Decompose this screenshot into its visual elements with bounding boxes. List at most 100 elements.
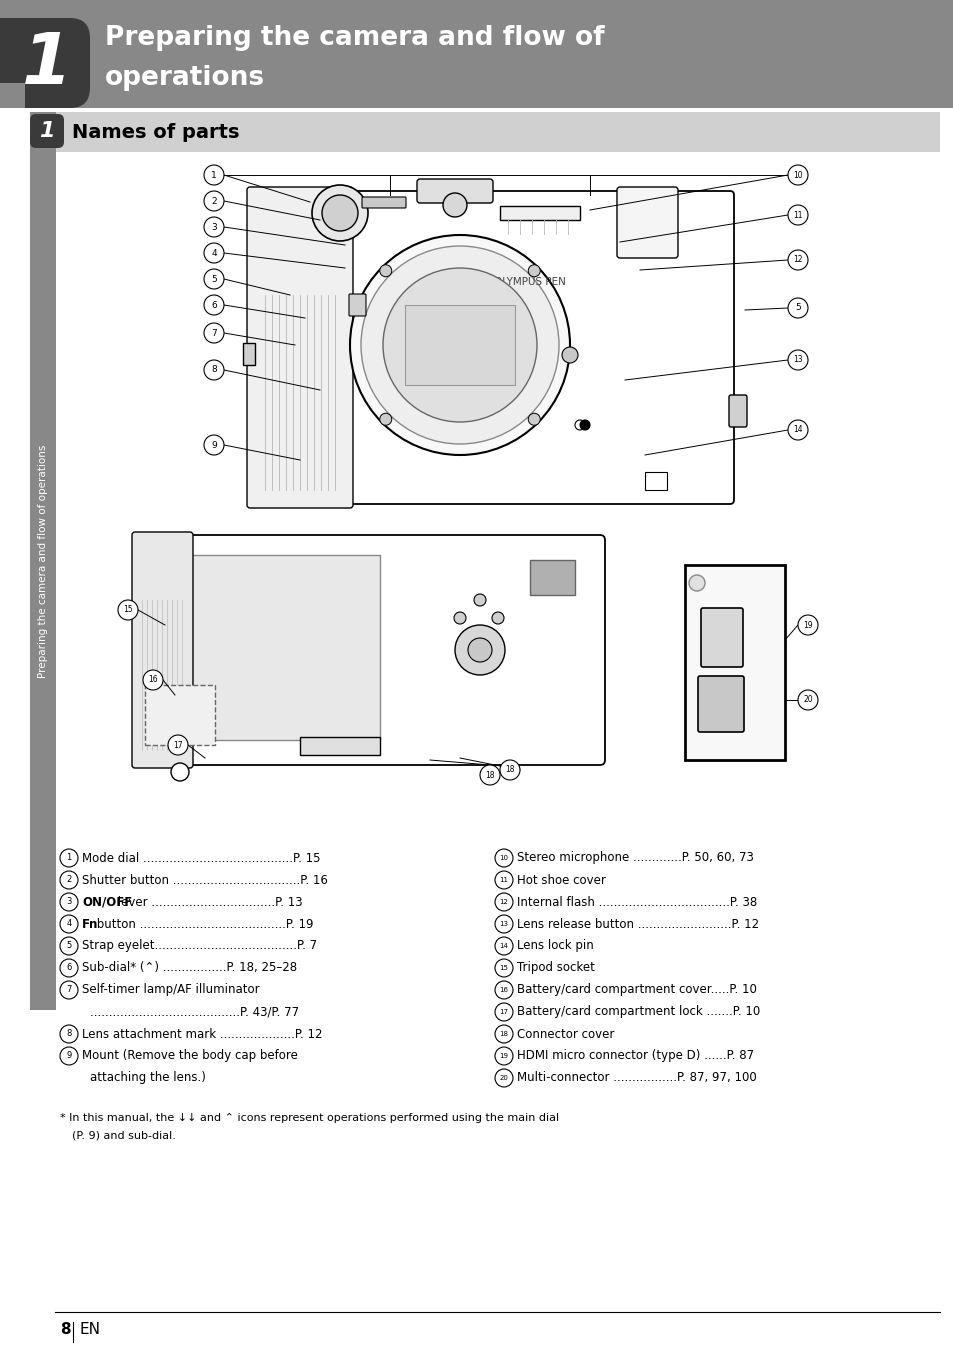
Text: (P. 9) and sub-dial.: (P. 9) and sub-dial. [71,1130,175,1141]
Circle shape [787,166,807,185]
Text: 20: 20 [802,696,812,704]
Text: 14: 14 [792,426,802,434]
Text: 20: 20 [499,1075,508,1082]
Circle shape [143,670,163,689]
Circle shape [60,959,78,977]
Circle shape [495,893,513,911]
Text: 1: 1 [211,171,216,179]
Circle shape [495,915,513,934]
Text: 8: 8 [211,365,216,375]
Bar [684,565,784,760]
Text: 14: 14 [499,943,508,949]
Circle shape [60,1048,78,1065]
Circle shape [442,193,467,217]
Text: 13: 13 [499,921,508,927]
Circle shape [322,195,357,231]
Bar [530,560,575,594]
Circle shape [350,235,569,455]
Circle shape [382,267,537,422]
Circle shape [495,1069,513,1087]
Text: Names of parts: Names of parts [71,122,239,141]
Circle shape [454,612,465,624]
Text: 1: 1 [22,30,71,99]
Circle shape [495,1003,513,1020]
Circle shape [688,575,704,592]
FancyBboxPatch shape [251,191,733,503]
Text: 9: 9 [67,1052,71,1061]
FancyBboxPatch shape [0,18,90,109]
Circle shape [797,615,817,635]
Text: 12: 12 [499,898,508,905]
Circle shape [495,1025,513,1044]
Bar [243,343,254,365]
FancyBboxPatch shape [132,532,193,768]
Text: Multi-connector .................P. 87, 97, 100: Multi-connector .................P. 87, … [517,1072,756,1084]
Text: Stereo microphone .............P. 50, 60, 73: Stereo microphone .............P. 50, 60… [517,851,753,864]
Text: Preparing the camera and flow of operations: Preparing the camera and flow of operati… [38,444,48,677]
Text: Self-timer lamp/AF illuminator: Self-timer lamp/AF illuminator [82,984,259,996]
FancyBboxPatch shape [416,179,493,204]
Circle shape [474,594,485,607]
Text: 15: 15 [123,605,132,615]
FancyBboxPatch shape [135,535,604,765]
Text: 1: 1 [67,854,71,863]
Circle shape [787,299,807,318]
Circle shape [204,323,224,343]
Circle shape [787,205,807,225]
Circle shape [60,849,78,867]
Text: Lens release button .........................P. 12: Lens release button ....................… [517,917,759,931]
Text: 19: 19 [499,1053,508,1058]
Circle shape [204,360,224,380]
FancyBboxPatch shape [247,187,353,508]
Text: EN: EN [80,1323,101,1338]
Text: 19: 19 [802,620,812,630]
Circle shape [204,294,224,315]
Text: 6: 6 [67,963,71,973]
Text: 10: 10 [792,171,802,179]
FancyBboxPatch shape [617,187,678,258]
FancyBboxPatch shape [361,197,406,208]
Circle shape [204,269,224,289]
Bar [299,737,379,754]
Circle shape [528,414,539,425]
Text: 18: 18 [499,1031,508,1037]
FancyBboxPatch shape [698,676,743,731]
Circle shape [495,981,513,999]
Text: 8: 8 [60,1323,71,1338]
Circle shape [60,871,78,889]
Text: 17: 17 [173,741,183,749]
Bar [0,18,25,43]
Circle shape [60,915,78,934]
Text: Battery/card compartment lock .......P. 10: Battery/card compartment lock .......P. … [517,1006,760,1019]
Circle shape [171,763,189,782]
Text: 2: 2 [67,875,71,885]
Text: button .......................................P. 19: button .................................… [92,917,313,931]
Text: 7: 7 [211,328,216,338]
Text: Fn: Fn [82,917,98,931]
Circle shape [495,849,513,867]
Text: 13: 13 [792,356,802,365]
Text: 16: 16 [148,676,157,684]
Circle shape [168,735,188,754]
Text: 12: 12 [792,255,801,265]
Text: Lens lock pin: Lens lock pin [517,939,593,953]
Circle shape [787,250,807,270]
Circle shape [495,959,513,977]
Bar [644,472,666,490]
Circle shape [60,981,78,999]
Text: Shutter button ..................................P. 16: Shutter button .........................… [82,874,328,886]
Circle shape [204,243,224,263]
FancyBboxPatch shape [728,395,746,427]
Circle shape [379,265,392,277]
Text: 18: 18 [485,771,495,779]
Circle shape [204,436,224,455]
Circle shape [379,414,392,425]
Text: 10: 10 [499,855,508,860]
Text: 8: 8 [67,1030,71,1038]
Text: 4: 4 [67,920,71,928]
Text: Mode dial ........................................P. 15: Mode dial ..............................… [82,851,320,864]
Bar [170,555,379,740]
Text: Strap eyelet......................................P. 7: Strap eyelet............................… [82,939,316,953]
Bar [30,113,56,1010]
Text: Preparing the camera and flow of: Preparing the camera and flow of [105,24,604,52]
